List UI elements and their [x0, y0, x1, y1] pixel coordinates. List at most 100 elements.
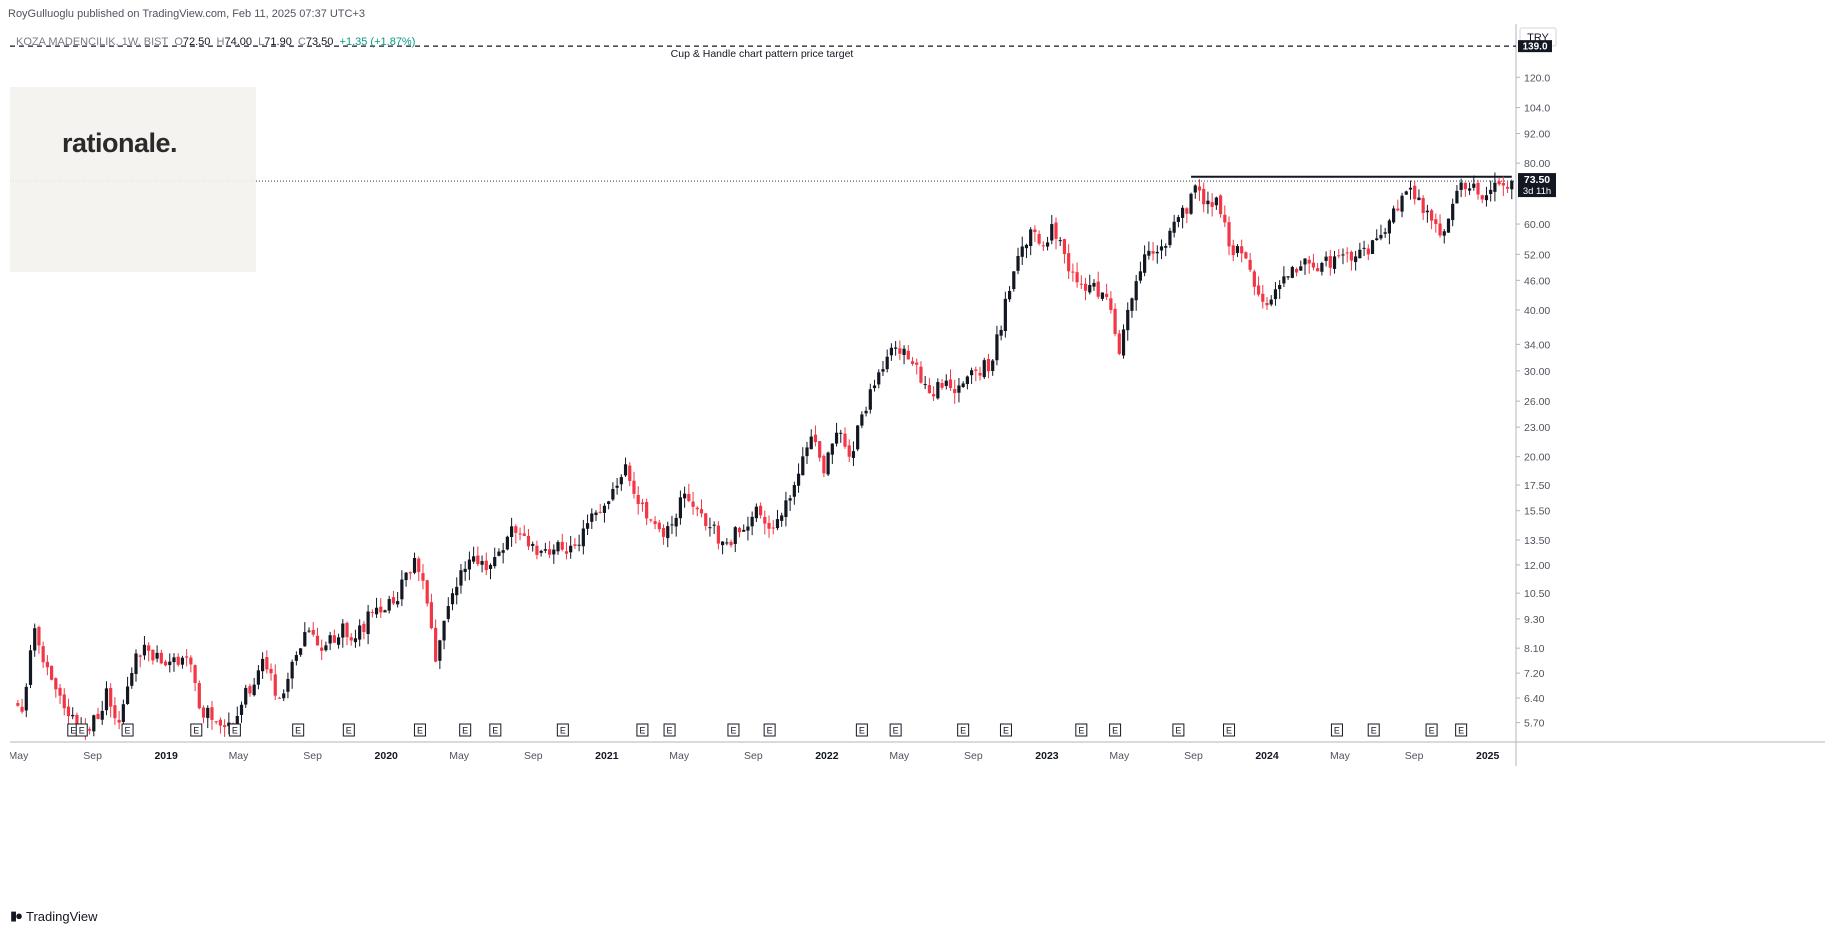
- candle-body-up: [1189, 193, 1193, 214]
- candle-body-up: [1269, 299, 1273, 305]
- candle-body-up: [1472, 183, 1476, 188]
- candle-body-up: [1358, 249, 1362, 259]
- candle-body-down: [417, 558, 421, 572]
- candle-body-up: [995, 334, 999, 361]
- x-tick-label: 2021: [595, 750, 619, 762]
- candle-body-down: [113, 705, 117, 719]
- candle-body-up: [1134, 281, 1138, 301]
- candle-body-up: [404, 572, 408, 581]
- candle-body-up: [480, 561, 484, 565]
- candle-body-down: [940, 383, 944, 388]
- countdown-label: 3d 11h: [1523, 186, 1551, 197]
- earnings-marker-label: E: [70, 726, 76, 736]
- price-chart[interactable]: TRY5.706.407.208.109.3010.5012.0013.5015…: [9, 24, 1825, 900]
- candle-body-up: [24, 686, 28, 711]
- earnings-marker: [889, 723, 902, 737]
- candle-body-down: [16, 703, 20, 706]
- x-tick-label: May: [1109, 750, 1130, 762]
- candle-body-down: [1480, 195, 1484, 200]
- earnings-marker-label: E: [560, 726, 566, 736]
- candle-body-down: [636, 494, 640, 504]
- candle-body-up: [455, 586, 459, 596]
- candle-body-up: [1467, 188, 1472, 191]
- candle-body-down: [767, 523, 771, 529]
- candle-body-up: [121, 704, 125, 722]
- candle-body-up: [725, 542, 729, 544]
- candle-body-down: [953, 389, 957, 394]
- y-tick-label: 26.00: [1524, 396, 1550, 408]
- earnings-marker-label: E: [79, 726, 85, 736]
- y-tick-label: 92.00: [1524, 129, 1550, 141]
- candle-body-down: [695, 507, 699, 510]
- candle-body-down: [1067, 253, 1071, 272]
- candle-body-up: [944, 380, 948, 386]
- y-tick-label: 13.50: [1524, 535, 1550, 547]
- candle-body-down: [408, 572, 412, 574]
- earnings-marker: [1455, 723, 1468, 737]
- earnings-marker-label: E: [492, 726, 498, 736]
- candle-body-up: [894, 347, 898, 349]
- candle-body-up: [1451, 203, 1455, 221]
- candle-body-down: [176, 656, 180, 665]
- y-tick-label: 60.00: [1524, 219, 1550, 231]
- candle-body-down: [484, 560, 488, 571]
- candle-body-down: [87, 729, 92, 731]
- open-label: O: [174, 36, 183, 48]
- candle-body-up: [796, 473, 801, 486]
- low-label: L: [258, 36, 265, 48]
- candle-body-up: [366, 611, 370, 634]
- candle-body-up: [754, 506, 758, 519]
- candle-body-down: [657, 522, 661, 530]
- candle-body-up: [678, 497, 683, 519]
- candle-body-down: [649, 519, 653, 521]
- candle-body-up: [374, 607, 379, 615]
- candle-body-up: [130, 673, 134, 686]
- candle-body-down: [66, 706, 71, 717]
- candle-body-down: [906, 350, 910, 360]
- x-tick-label: 2023: [1035, 750, 1059, 762]
- candle-body-down: [1071, 271, 1075, 273]
- candle-body-up: [235, 715, 239, 726]
- tradingview-brand[interactable]: ▮● TradingView: [10, 908, 98, 924]
- candle-body-up: [509, 526, 514, 537]
- candle-body-down: [218, 719, 223, 726]
- candle-body-down: [1311, 262, 1316, 268]
- candle-body-up: [1442, 231, 1446, 236]
- earnings-marker-label: E: [1334, 726, 1340, 736]
- candle-body-down: [843, 433, 847, 447]
- candle-body-up: [1235, 246, 1240, 253]
- candle-body-down: [45, 661, 49, 668]
- candle-body-up: [256, 670, 260, 685]
- candle-body-up: [180, 657, 185, 665]
- candle-body-up: [1138, 271, 1143, 281]
- candle-body-up: [1493, 182, 1497, 192]
- candle-body-up: [92, 715, 96, 732]
- x-tick-label: 2019: [154, 750, 178, 762]
- candle-body-down: [640, 502, 645, 504]
- y-tick-label: 15.50: [1524, 506, 1550, 518]
- candle-body-up: [1332, 256, 1337, 269]
- earnings-marker-label: E: [1175, 726, 1181, 736]
- candle-body-down: [269, 668, 273, 674]
- high-value: 74.00: [224, 36, 253, 48]
- candles-group: [16, 172, 1514, 741]
- candle-body-up: [864, 410, 868, 414]
- candle-body-down: [1248, 259, 1252, 270]
- chart-frame[interactable]: rationale. TRY 5.70 6.40 7.20 8.10 9.30 10.50 1…: [9, 24, 1825, 900]
- earnings-marker-label: E: [1112, 726, 1118, 736]
- candle-body-up: [472, 556, 476, 562]
- candle-body-up: [721, 541, 725, 546]
- low-value: 71.90: [264, 36, 292, 48]
- candle-body-down: [345, 622, 349, 638]
- candle-body-down: [514, 526, 518, 533]
- candle-body-up: [353, 638, 358, 643]
- candle-body-down: [1497, 181, 1501, 185]
- change-value: +1.35 (+1.87%): [339, 36, 416, 48]
- last-price-tag: [1518, 173, 1556, 198]
- candle-body-up: [28, 650, 33, 685]
- candle-body-down: [518, 533, 522, 535]
- candle-body-up: [252, 684, 256, 696]
- candle-body-up: [1159, 246, 1164, 251]
- candle-body-up: [446, 606, 450, 619]
- candle-body-up: [497, 551, 501, 556]
